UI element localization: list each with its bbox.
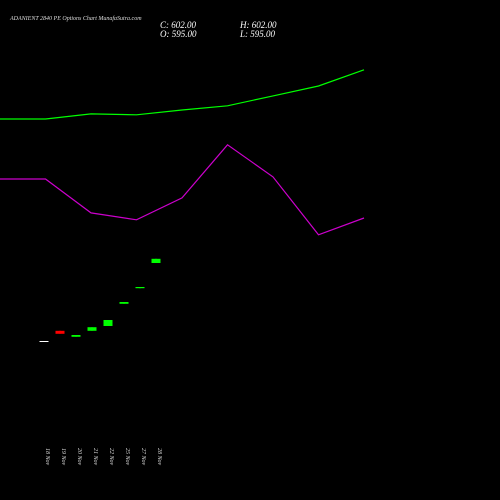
candle-body xyxy=(119,302,129,304)
candle-body xyxy=(71,335,81,337)
low-label: L: 595.00 xyxy=(239,29,276,39)
x-tick-label: 28 Nov xyxy=(156,448,162,466)
chart-title: ADANIENT 2840 PE Options Chart MunafaSut… xyxy=(9,15,142,22)
candle-body xyxy=(135,287,145,289)
x-tick-label: 22 Nov xyxy=(108,448,114,466)
x-tick-label: 27 Nov xyxy=(140,448,146,466)
indicator-line xyxy=(0,143,365,236)
candle-body xyxy=(39,341,49,342)
candle-body xyxy=(151,258,161,263)
candle-body xyxy=(103,320,113,326)
open-label: O: 595.00 xyxy=(160,29,197,39)
x-tick-label: 21 Nov xyxy=(92,448,98,466)
candle-body xyxy=(55,330,65,334)
high-label: H: 602.00 xyxy=(239,20,277,30)
indicator-line xyxy=(0,69,365,120)
x-tick-label: 19 Nov xyxy=(60,448,66,466)
x-tick-label: 20 Nov xyxy=(76,448,82,466)
x-tick-label: 25 Nov xyxy=(124,448,130,466)
close-label: C: 602.00 xyxy=(160,20,197,30)
candle-body xyxy=(87,327,97,331)
x-tick-label: 18 Nov xyxy=(44,448,50,466)
